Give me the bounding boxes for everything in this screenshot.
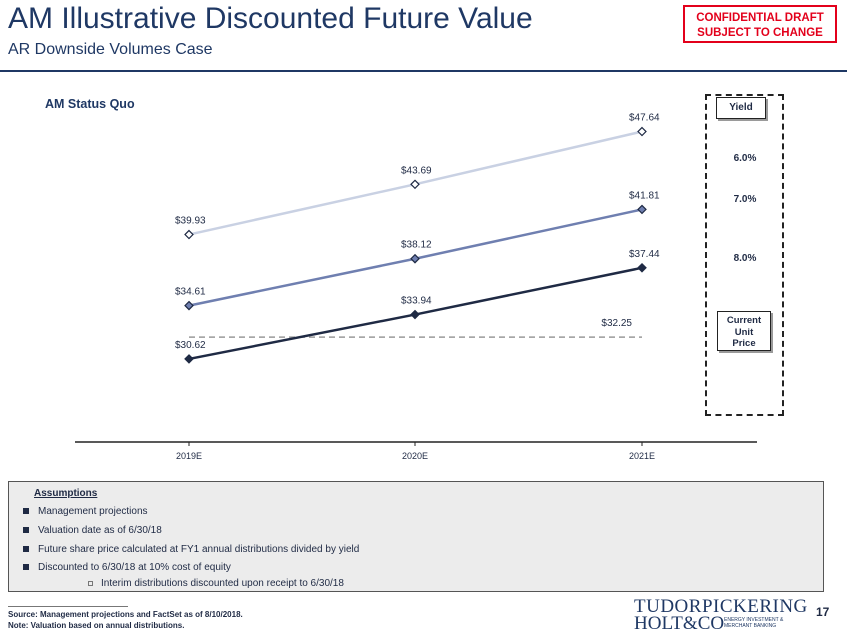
legend-item-6: 6.0% <box>733 153 757 164</box>
valuation-note: Note: Valuation based on annual distribu… <box>8 621 185 630</box>
confidential-line-1: CONFIDENTIAL DRAFT <box>696 12 824 24</box>
bullet-square-icon <box>23 546 29 552</box>
page-title: AM Illustrative Discounted Future Value <box>8 2 533 35</box>
source-note: Source: Management projections and FactS… <box>8 610 243 619</box>
data-point-marker <box>184 229 194 240</box>
current-line-1: Current <box>726 315 762 326</box>
data-point-marker <box>637 262 647 273</box>
legend-item-7: 7.0% <box>733 194 757 205</box>
x-tick-label: 2019E <box>176 451 202 461</box>
assumptions-title: Assumptions <box>34 488 98 499</box>
data-point-marker <box>410 179 420 190</box>
logo-line-2: HOLT&CO <box>634 613 725 634</box>
title-divider <box>0 70 847 72</box>
data-label: $33.94 <box>401 296 432 307</box>
data-label: $39.93 <box>175 216 206 227</box>
data-point-marker <box>637 126 647 137</box>
data-label: $34.61 <box>175 287 206 298</box>
current-line-2: Unit <box>734 326 754 338</box>
footnote-divider <box>8 606 128 607</box>
data-label: $30.62 <box>175 340 206 351</box>
bullet-square-icon <box>23 508 29 514</box>
logo-tagline: ENERGY INVESTMENT & MERCHANT BANKING <box>724 617 784 629</box>
data-point-marker <box>184 354 194 364</box>
page-subtitle: AR Downside Volumes Case <box>8 41 213 58</box>
legend-box <box>705 94 784 416</box>
x-tick-label: 2021E <box>629 451 655 461</box>
legend-item-8: 8.0% <box>733 253 757 264</box>
legend-current-unit-price: Current Unit Price <box>717 311 771 351</box>
assumptions-panel: Assumptions Management projections Valua… <box>8 481 824 592</box>
bullet-square-icon <box>23 564 29 570</box>
confidential-line-2: SUBJECT TO CHANGE <box>697 27 823 39</box>
page-number: 17 <box>816 605 830 619</box>
data-label: $41.81 <box>629 190 660 201</box>
confidential-badge: CONFIDENTIAL DRAFT SUBJECT TO CHANGE <box>683 5 837 43</box>
company-logo: TUDORPICKERING HOLT&CO ENERGY INVESTMENT… <box>634 596 807 634</box>
bullet-square-icon <box>23 527 29 533</box>
data-point-marker <box>410 253 420 264</box>
data-point-marker <box>410 309 420 320</box>
data-point-marker <box>184 300 194 311</box>
data-label: $38.12 <box>401 240 432 251</box>
data-label: $43.69 <box>401 165 432 176</box>
current-line-3: Price <box>732 338 756 349</box>
data-label: $37.44 <box>629 249 660 260</box>
data-point-marker <box>637 204 647 215</box>
data-label: $47.64 <box>629 113 660 124</box>
x-tick-label: 2020E <box>402 451 428 461</box>
assumption-sub-bullet: Interim distributions discounted upon re… <box>88 578 344 589</box>
line-chart: 2019E 2020E 2021E $32.25 $39.93 $43.69 $47.64 $… <box>75 113 757 461</box>
hollow-bullet-icon <box>88 581 93 586</box>
logo-line-1: TUDORPICKERING <box>634 596 808 617</box>
reference-label: $32.25 <box>601 318 632 329</box>
legend-header: Yield <box>716 97 766 119</box>
chart-title: AM Status Quo <box>45 97 135 111</box>
